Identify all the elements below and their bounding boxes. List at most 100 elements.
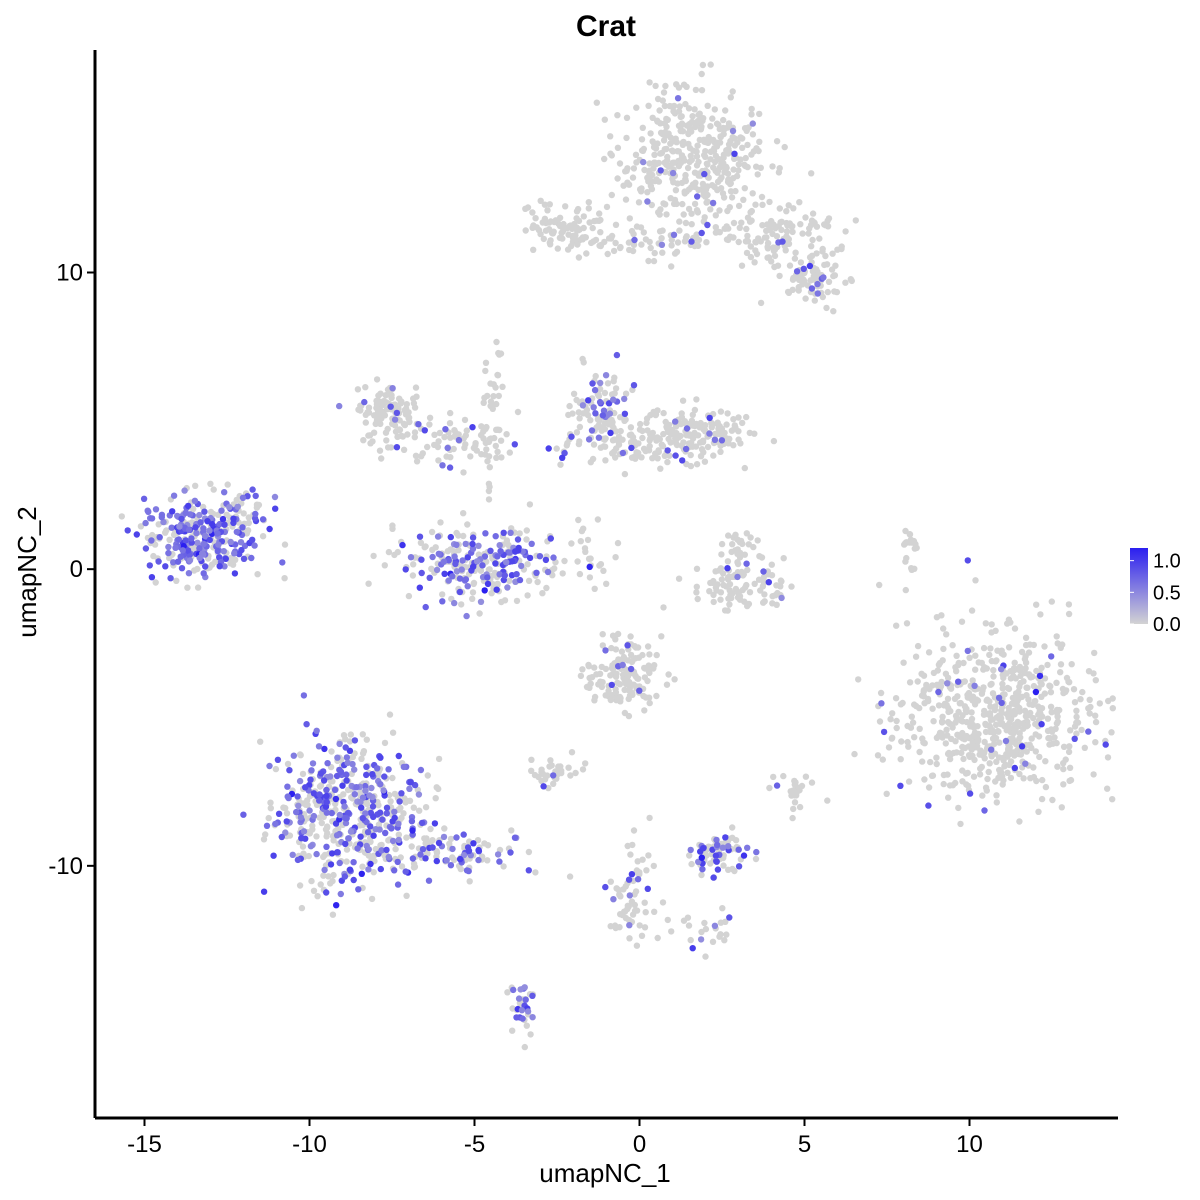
cell-point <box>460 510 467 517</box>
cell-point <box>745 541 752 548</box>
cell-point <box>659 899 667 906</box>
legend-colorbar <box>1130 548 1148 624</box>
cell-point <box>351 766 358 773</box>
cell-point <box>409 827 416 834</box>
cell-point <box>678 442 685 449</box>
cell-point <box>370 552 377 560</box>
cell-point <box>516 576 524 584</box>
cell-point <box>622 678 629 685</box>
x-tick-label: 0 <box>633 1131 646 1158</box>
cell-point <box>683 430 691 437</box>
cell-point <box>507 529 514 536</box>
cell-point <box>731 142 739 149</box>
cell-point <box>616 924 623 931</box>
cell-point <box>661 146 668 153</box>
cell-point <box>363 736 370 743</box>
cell-point <box>415 791 423 798</box>
cell-point <box>707 156 714 163</box>
cell-point <box>196 554 203 562</box>
cell-point <box>729 590 736 597</box>
cell-point <box>707 61 714 68</box>
cell-point <box>370 869 377 876</box>
cell-point <box>178 565 186 572</box>
cell-point <box>184 584 191 591</box>
cell-point <box>324 830 331 837</box>
cell-point <box>731 150 738 157</box>
cell-point <box>324 760 331 767</box>
cell-point <box>645 102 652 110</box>
cell-point <box>401 795 408 802</box>
cell-point <box>634 644 642 651</box>
cell-point <box>422 603 429 611</box>
cell-point <box>295 802 302 809</box>
cell-point <box>514 536 522 543</box>
cell-point <box>308 877 315 885</box>
cell-point <box>997 720 1004 728</box>
cell-point <box>697 453 705 460</box>
cell-point <box>923 681 930 689</box>
cell-point <box>185 526 193 534</box>
cell-point <box>557 763 564 770</box>
cell-point <box>354 386 362 393</box>
cell-point <box>200 570 207 577</box>
cell-point <box>435 755 443 763</box>
cell-point <box>310 887 318 894</box>
cell-point <box>679 397 687 404</box>
cell-point <box>632 673 639 680</box>
cell-point <box>957 820 964 828</box>
cell-point <box>1022 665 1029 672</box>
cell-point <box>524 1008 532 1015</box>
cell-point <box>596 385 604 393</box>
cell-point <box>755 576 763 583</box>
cell-point <box>707 206 714 213</box>
cell-point <box>494 448 501 455</box>
cell-point <box>634 858 641 865</box>
cell-point <box>417 539 425 546</box>
cell-point <box>693 148 700 155</box>
cell-point <box>773 582 780 589</box>
cell-point <box>548 762 555 769</box>
cell-point <box>616 681 624 688</box>
cell-point <box>343 777 350 784</box>
cell-point <box>830 308 837 315</box>
cell-point <box>629 657 636 665</box>
cell-point <box>712 224 719 231</box>
cell-point <box>460 851 468 859</box>
cell-point <box>1054 640 1061 647</box>
cell-point <box>698 229 705 237</box>
cell-point <box>664 447 671 454</box>
cell-point <box>764 239 772 247</box>
cell-point <box>328 850 336 857</box>
cell-point <box>993 792 1000 799</box>
cell-point <box>603 580 610 587</box>
cell-point <box>988 621 995 628</box>
cell-point <box>920 687 928 694</box>
cell-point <box>652 450 659 457</box>
cell-point <box>346 738 354 745</box>
cell-point <box>434 533 442 540</box>
x-tick-label: 10 <box>956 1131 983 1158</box>
cell-point <box>576 415 583 422</box>
cell-point <box>510 986 517 994</box>
cell-point <box>899 699 906 707</box>
cell-point <box>359 815 366 822</box>
cell-point <box>744 232 751 240</box>
cell-point <box>381 739 389 747</box>
cell-point <box>667 439 674 446</box>
cell-point <box>429 837 436 844</box>
cell-point <box>814 280 821 288</box>
cell-point <box>816 235 823 242</box>
cell-point <box>449 854 456 861</box>
cell-point <box>969 732 977 740</box>
cell-point <box>342 744 349 751</box>
y-tick-label: -10 <box>48 853 83 880</box>
cell-point <box>178 515 185 523</box>
cell-point <box>278 833 285 841</box>
cell-point <box>343 858 350 865</box>
cell-point <box>358 755 365 762</box>
cell-point <box>206 536 213 544</box>
cell-point <box>506 549 514 556</box>
cell-point <box>672 418 679 425</box>
cell-point <box>610 896 617 903</box>
cell-point <box>704 443 712 451</box>
